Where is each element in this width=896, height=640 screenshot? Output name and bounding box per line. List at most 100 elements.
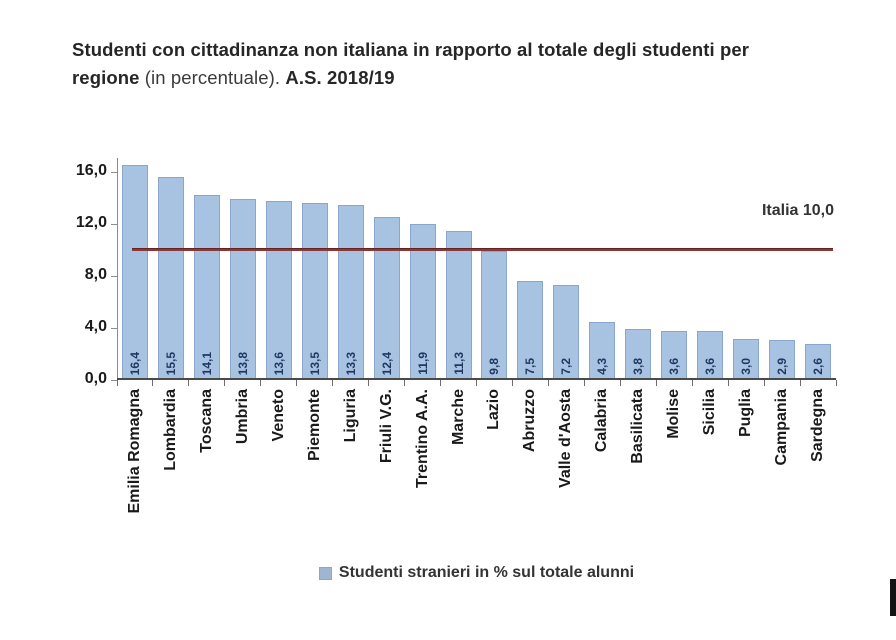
bar-value-label: 13,3 bbox=[343, 351, 358, 375]
x-tick bbox=[332, 380, 334, 386]
bar-value-label: 13,5 bbox=[307, 351, 322, 375]
x-tick bbox=[511, 380, 513, 386]
bar-value-label: 13,6 bbox=[271, 351, 286, 375]
bar-value-label: 3,8 bbox=[631, 358, 646, 375]
bar-value-label: 2,9 bbox=[775, 358, 790, 375]
x-category-label: Marche bbox=[449, 389, 467, 446]
y-tick bbox=[111, 275, 117, 277]
bar-calabria: 4,3 bbox=[589, 322, 616, 378]
bar-value-label: 7,2 bbox=[559, 358, 574, 375]
bar-value-label: 3,6 bbox=[667, 358, 682, 375]
x-tick bbox=[260, 380, 262, 386]
bar-trentino-a-a-: 11,9 bbox=[409, 223, 436, 378]
x-tick bbox=[835, 380, 837, 386]
bar-value-label: 4,3 bbox=[595, 358, 610, 375]
x-category-label: Lazio bbox=[485, 389, 503, 430]
bar-value-label: 15,5 bbox=[163, 351, 178, 375]
italy-average-label: Italia 10,0 bbox=[761, 202, 834, 219]
italy-average-reference-line bbox=[132, 248, 833, 252]
bar-value-label: 3,6 bbox=[703, 358, 718, 375]
bar-value-label: 11,3 bbox=[451, 352, 466, 375]
bar-toscana: 14,1 bbox=[193, 194, 220, 378]
x-category-label: Molise bbox=[665, 389, 683, 439]
bar-value-label: 2,6 bbox=[811, 358, 826, 375]
y-tick bbox=[111, 171, 117, 173]
x-category-label: Basilicata bbox=[629, 389, 647, 464]
x-tick bbox=[368, 380, 370, 386]
x-category-label: Sardegna bbox=[809, 389, 827, 462]
x-tick bbox=[404, 380, 406, 386]
legend: Studenti stranieri in % sul totale alunn… bbox=[117, 564, 836, 582]
x-category-label: Trentino A.A. bbox=[413, 389, 431, 488]
y-tick-label: 16,0 bbox=[75, 162, 107, 180]
bar-value-label: 16,4 bbox=[127, 351, 142, 375]
x-tick bbox=[799, 380, 801, 386]
x-tick bbox=[727, 380, 729, 386]
x-tick bbox=[188, 380, 190, 386]
x-category-label: Abruzzo bbox=[521, 389, 539, 453]
bar-puglia: 3,0 bbox=[733, 339, 760, 378]
x-category-label: Toscana bbox=[197, 389, 215, 453]
x-category-label: Veneto bbox=[269, 389, 287, 442]
x-category-label: Umbria bbox=[233, 389, 251, 445]
bar-value-label: 9,8 bbox=[487, 358, 502, 375]
x-category-label: Sicilia bbox=[701, 389, 719, 436]
bar-sardegna: 2,6 bbox=[805, 344, 832, 378]
bar-liguria: 13,3 bbox=[337, 205, 364, 378]
legend-marker-icon bbox=[318, 566, 332, 580]
y-tick-label: 8,0 bbox=[84, 266, 107, 284]
bar-emilia-romagna: 16,4 bbox=[121, 165, 148, 378]
bar-veneto: 13,6 bbox=[265, 201, 292, 378]
x-category-label: Emilia Romagna bbox=[125, 389, 143, 514]
chart-title: Studenti con cittadinanza non italiana i… bbox=[72, 36, 782, 92]
x-tick bbox=[116, 380, 118, 386]
x-category-label: Lombardia bbox=[161, 389, 179, 471]
bar-abruzzo: 7,5 bbox=[517, 280, 544, 378]
x-category-label: Friuli V.G. bbox=[377, 389, 395, 464]
x-tick bbox=[655, 380, 657, 386]
chart-title-line2-bold: studenti per regione bbox=[72, 39, 750, 88]
bar-lombardia: 15,5 bbox=[157, 176, 184, 378]
y-tick-label: 0,0 bbox=[84, 370, 107, 387]
legend-label: Studenti stranieri in % sul totale alunn… bbox=[338, 564, 635, 581]
x-tick bbox=[691, 380, 693, 386]
chart-title-school-year: A.S. 2018/19 bbox=[285, 67, 395, 88]
plot-area: 0,0 4,0 8,0 12,0 16,0 16,4 15,5 14,1 13,8 13,6 13… bbox=[76, 158, 837, 513]
bar-value-label: 12,4 bbox=[379, 351, 394, 375]
x-category-label: Puglia bbox=[737, 389, 755, 438]
bar-marche: 11,3 bbox=[445, 231, 472, 378]
x-axis-labels: Emilia Romagna Lombardia Toscana Umbria Vene… bbox=[117, 380, 836, 550]
bar-campania: 2,9 bbox=[769, 340, 796, 378]
bar-sicilia: 3,6 bbox=[697, 331, 724, 378]
chart-title-parenthetical: (in percentuale). bbox=[139, 67, 286, 88]
bar-value-label: 7,5 bbox=[523, 358, 538, 375]
y-tick bbox=[111, 327, 117, 329]
bar-valle-d-aosta: 7,2 bbox=[553, 284, 580, 378]
x-category-label: Piemonte bbox=[305, 389, 323, 462]
x-tick bbox=[440, 380, 442, 386]
bar-lazio: 9,8 bbox=[481, 250, 508, 378]
x-tick bbox=[476, 380, 477, 386]
x-axis-line bbox=[117, 378, 836, 380]
x-tick bbox=[619, 380, 621, 386]
bar-umbria: 13,8 bbox=[229, 198, 256, 378]
bar-molise: 3,6 bbox=[661, 331, 688, 378]
x-tick bbox=[547, 380, 549, 386]
y-axis-line bbox=[117, 158, 118, 380]
y-tick-label: 4,0 bbox=[84, 318, 107, 336]
y-tick-label: 12,0 bbox=[75, 214, 107, 232]
bar-value-label: 11,9 bbox=[415, 352, 430, 375]
x-tick bbox=[763, 380, 765, 386]
bar-value-label: 3,0 bbox=[739, 358, 754, 375]
x-category-label: Valle d'Aosta bbox=[557, 389, 575, 488]
x-category-label: Campania bbox=[773, 389, 791, 466]
x-tick bbox=[583, 380, 585, 386]
x-tick bbox=[152, 380, 154, 386]
x-category-label: Calabria bbox=[593, 389, 611, 453]
x-tick bbox=[296, 380, 298, 386]
bar-value-label: 13,8 bbox=[235, 351, 250, 375]
x-category-label: Liguria bbox=[341, 389, 359, 443]
bar-value-label: 14,1 bbox=[199, 351, 214, 375]
bar-piemonte: 13,5 bbox=[301, 202, 328, 378]
